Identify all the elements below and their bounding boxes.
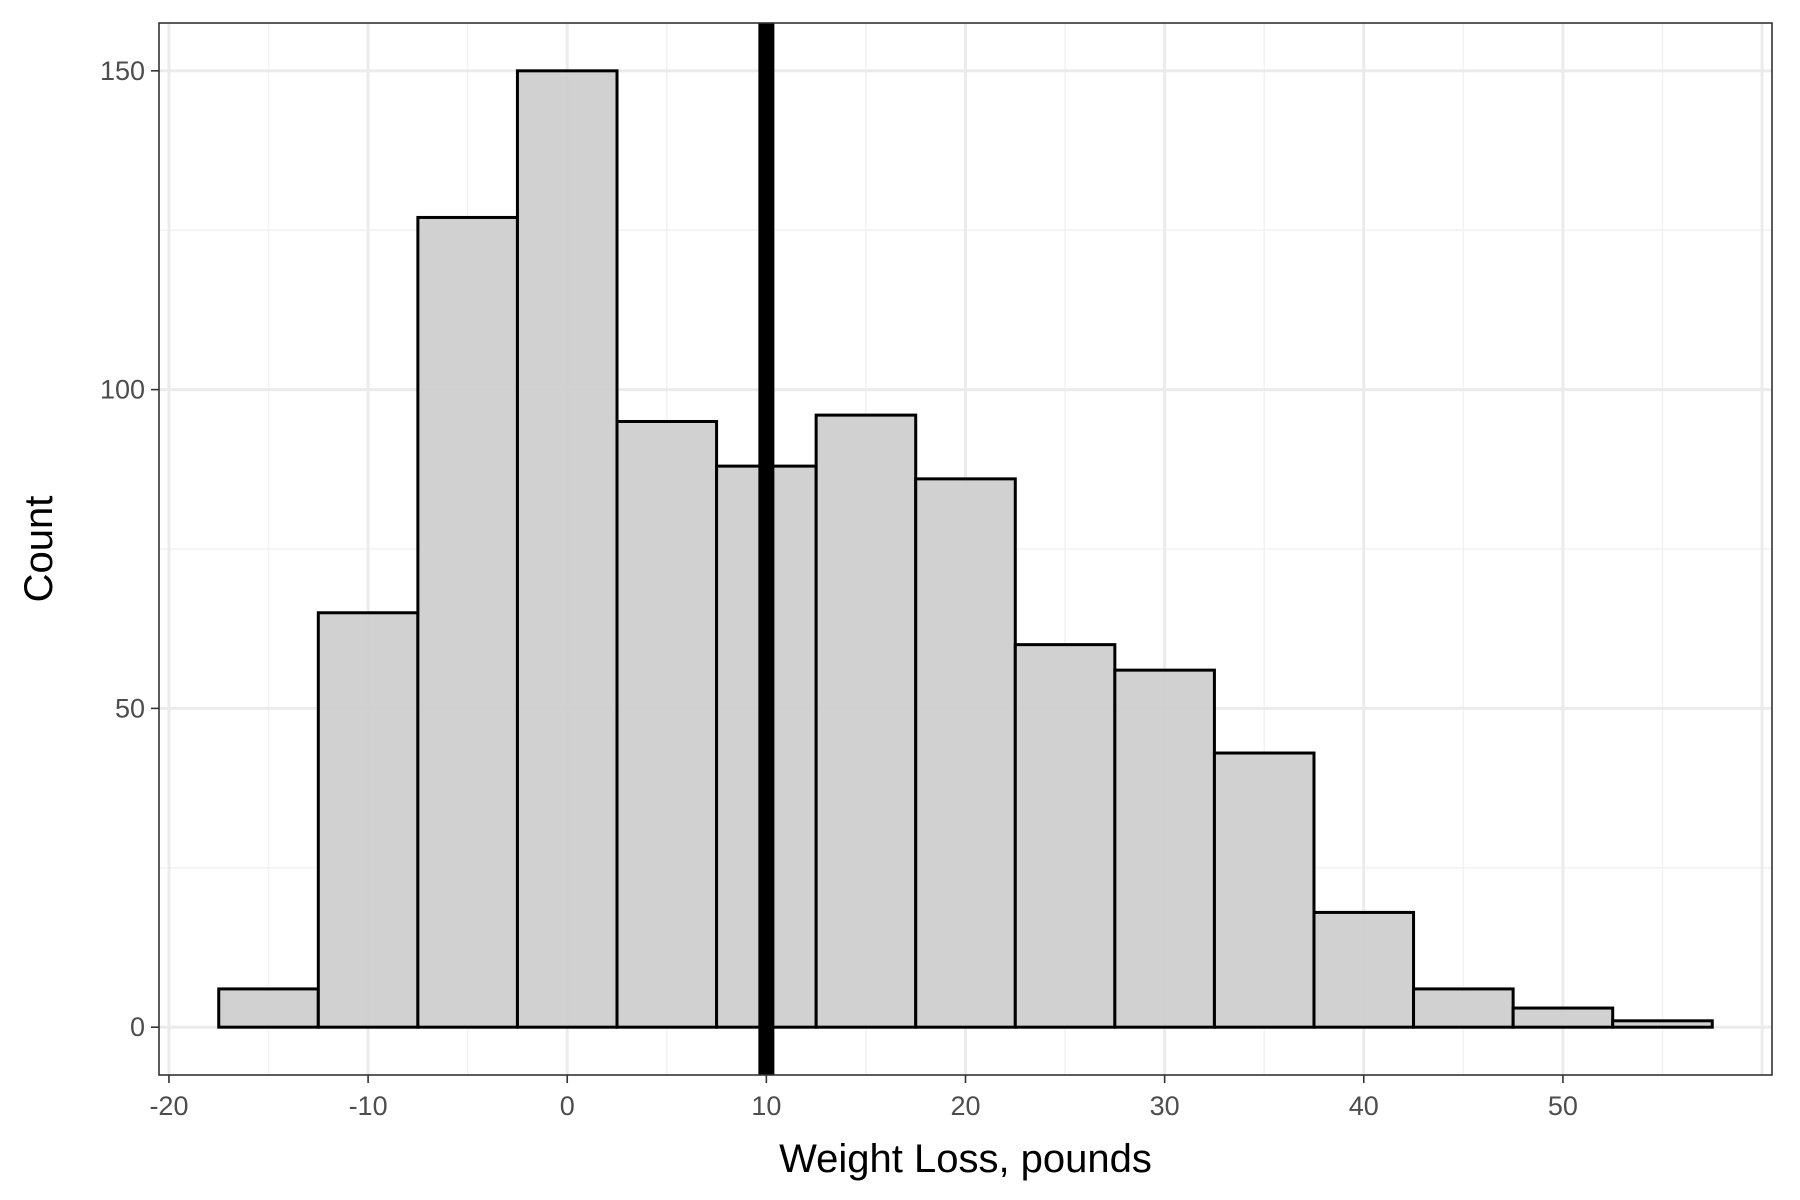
x-tick-label: 20: [950, 1091, 980, 1121]
x-tick-label: -20: [149, 1091, 188, 1121]
histogram-bar: [1312, 910, 1416, 1029]
histogram-bar: [914, 477, 1017, 1029]
x-tick-label: 10: [751, 1091, 781, 1121]
x-axis-title: Weight Loss, pounds: [779, 1137, 1152, 1181]
histogram-bar: [814, 413, 918, 1029]
x-axis-ticks: -20 -10 0 10 20 30 40 50: [149, 1075, 1578, 1121]
histogram-bar: [1212, 751, 1316, 1029]
y-axis-ticks: 0 50 100 150: [100, 56, 159, 1042]
y-tick-label: 50: [115, 693, 145, 723]
histogram-bar: [615, 419, 719, 1029]
x-tick-label: 30: [1150, 1091, 1180, 1121]
y-tick-label: 150: [100, 56, 145, 86]
histogram-bar: [416, 215, 519, 1029]
histogram-bar: [1611, 1019, 1714, 1029]
histogram-bar: [217, 987, 320, 1029]
histogram-bar: [316, 611, 420, 1029]
x-tick-label: -10: [349, 1091, 388, 1121]
histogram-bar: [1511, 1006, 1615, 1029]
histogram-bar: [1412, 987, 1515, 1029]
histogram-bar: [1113, 668, 1216, 1029]
histogram-bar: [1013, 643, 1117, 1029]
x-tick-label: 50: [1548, 1091, 1578, 1121]
x-tick-label: 0: [560, 1091, 575, 1121]
y-tick-label: 100: [100, 375, 145, 405]
histogram-bar: [515, 69, 619, 1029]
x-tick-label: 40: [1349, 1091, 1379, 1121]
y-tick-label: 0: [130, 1012, 145, 1042]
y-axis-title: Count: [17, 496, 61, 603]
